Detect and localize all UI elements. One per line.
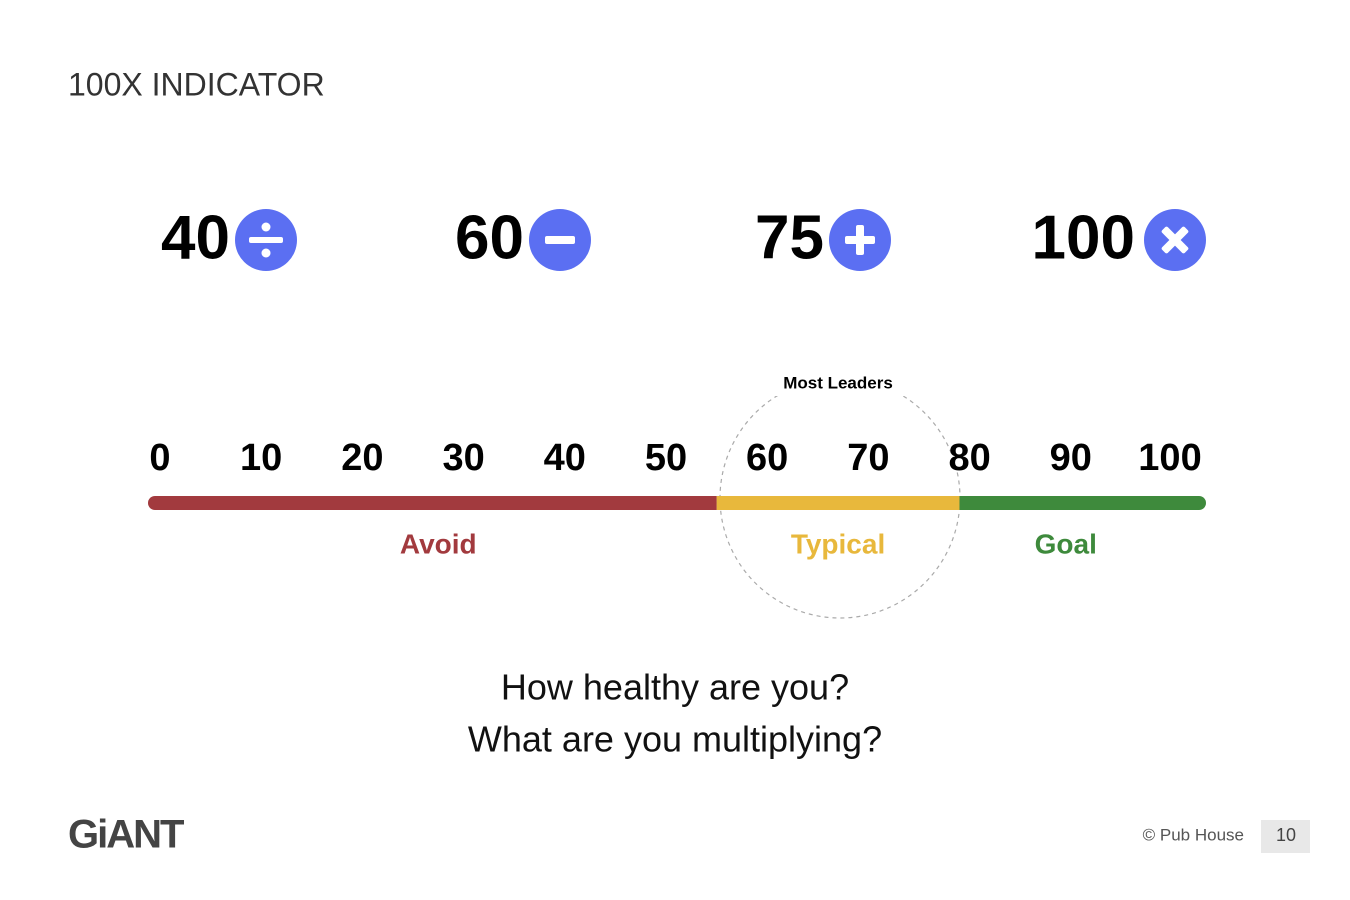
segment-label: Goal [1035, 528, 1097, 559]
indicator-value: 100 [1032, 203, 1135, 272]
segment-label: Avoid [400, 528, 477, 559]
scale-segment [716, 496, 960, 510]
plus-icon [829, 209, 891, 271]
segment-join [959, 496, 968, 510]
tick-label: 50 [645, 437, 687, 479]
indicator-value: 60 [455, 203, 524, 272]
question: How healthy are you? [501, 667, 849, 708]
minus-icon [529, 209, 591, 271]
label-bg [770, 370, 906, 396]
page-box [1261, 820, 1310, 853]
indicator-value: 40 [161, 203, 230, 272]
tick-label: 80 [948, 437, 990, 479]
copyright: © Pub House [1143, 825, 1244, 844]
tick-label: 0 [149, 437, 170, 479]
segment-join [708, 496, 717, 510]
tick-label: 60 [746, 437, 788, 479]
scale: 0 10 20 30 40 50 60 70 80 90 100 Avoid Typical Goal [148, 437, 1206, 559]
question: What are you multiplying? [468, 719, 882, 760]
scale-segment [959, 496, 1206, 510]
logo: GiANT [68, 813, 184, 857]
tick-label: 70 [847, 437, 889, 479]
highlight-label: Most Leaders [783, 373, 893, 392]
scale-segment [148, 496, 717, 510]
tick-label: 20 [341, 437, 383, 479]
title: 100X INDICATOR [68, 66, 325, 102]
tick-label: 40 [544, 437, 586, 479]
page-number: 10 [1276, 825, 1296, 845]
tick-label: 30 [442, 437, 484, 479]
tick-label: 10 [240, 437, 282, 479]
tick-label: 90 [1050, 437, 1092, 479]
indicator-value: 75 [755, 203, 824, 272]
times-icon [1144, 209, 1206, 271]
divide-icon [235, 209, 297, 271]
segment-label: Typical [791, 528, 885, 559]
tick-label: 100 [1138, 437, 1201, 479]
